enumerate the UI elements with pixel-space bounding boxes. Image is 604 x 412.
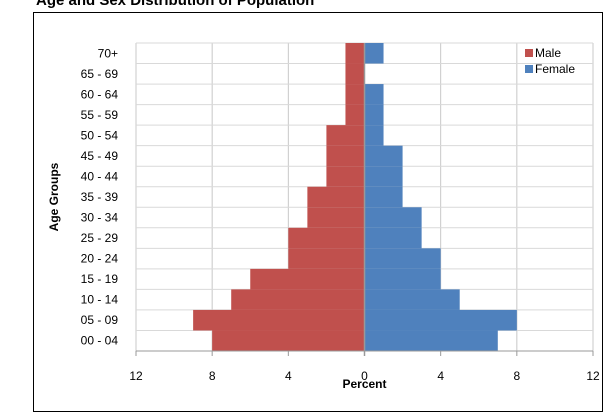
bar-female [364, 268, 441, 290]
x-tick-label: 12 [586, 369, 600, 383]
y-tick-label: 25 - 29 [81, 231, 119, 245]
chart-title: Age and Sex Distribution of Population [36, 0, 315, 9]
bars [193, 43, 517, 351]
y-tick-label: 65 - 69 [81, 67, 119, 81]
legend-label: Female [535, 62, 575, 76]
bar-female [364, 104, 384, 126]
bar-male [326, 166, 365, 187]
x-tick-label: 12 [129, 369, 143, 383]
bar-female [364, 330, 498, 351]
bar-male [212, 330, 365, 351]
x-axis-title: Percent [342, 377, 386, 391]
y-tick-label: 20 - 24 [81, 252, 119, 266]
y-tick-label: 10 - 14 [81, 293, 119, 307]
bar-female [364, 207, 422, 228]
legend-swatch [525, 49, 533, 57]
y-tick-label: 40 - 44 [81, 169, 119, 183]
y-tick-label: 60 - 64 [81, 87, 119, 101]
axes [135, 43, 594, 356]
bar-male [326, 145, 365, 167]
y-tick-label: 30 - 34 [81, 211, 119, 225]
bar-male [307, 207, 365, 228]
x-tick-label: 4 [437, 369, 444, 383]
population-pyramid-chart: 12 8 4 0 4 8 12 00 - 04 05 - 09 10 - 14 15 - 19 20 … [47, 42, 600, 391]
chart-area: 12 8 4 0 4 8 12 00 - 04 05 - 09 10 - 14 15 - 19 20 … [33, 12, 603, 412]
y-tick-label: 05 - 09 [81, 313, 119, 327]
bar-male [288, 227, 365, 249]
bar-male [288, 248, 365, 269]
bar-male [231, 289, 365, 310]
y-tick-label: 00 - 04 [81, 334, 119, 348]
bar-male [326, 125, 365, 146]
x-tick-label: 8 [209, 369, 216, 383]
y-tick-label: 70+ [98, 46, 118, 60]
legend-swatch [525, 65, 533, 73]
legend-label: Male [535, 46, 561, 60]
x-tick-label: 0 [361, 369, 368, 383]
bar-female [364, 43, 384, 64]
bar-male [307, 186, 365, 208]
bar-male [345, 43, 365, 64]
bar-female [364, 227, 422, 249]
bar-male [345, 63, 365, 85]
bar-female [364, 289, 460, 310]
bar-female [364, 84, 384, 105]
bar-female [364, 309, 517, 331]
y-tick-label: 50 - 54 [81, 128, 119, 142]
bar-male [250, 268, 365, 290]
y-tick-label: 35 - 39 [81, 190, 119, 204]
bar-female [364, 166, 403, 187]
bar-male [345, 84, 365, 105]
y-tick-label: 55 - 59 [81, 108, 119, 122]
bar-female [364, 248, 441, 269]
y-axis-title: Age Groups [47, 162, 61, 231]
x-tick-label: 4 [285, 369, 292, 383]
legend: Male Female [525, 46, 575, 76]
y-tick-label: 15 - 19 [81, 272, 119, 286]
bar-female [364, 186, 403, 208]
y-tick-label: 45 - 49 [81, 149, 119, 163]
labels: 12 8 4 0 4 8 12 00 - 04 05 - 09 10 - 14 15 - 19 20 … [47, 46, 600, 391]
bar-female [364, 145, 403, 167]
bar-male [193, 309, 365, 331]
x-tick-label: 8 [513, 369, 520, 383]
bar-female [364, 125, 384, 146]
bar-male [345, 104, 365, 126]
